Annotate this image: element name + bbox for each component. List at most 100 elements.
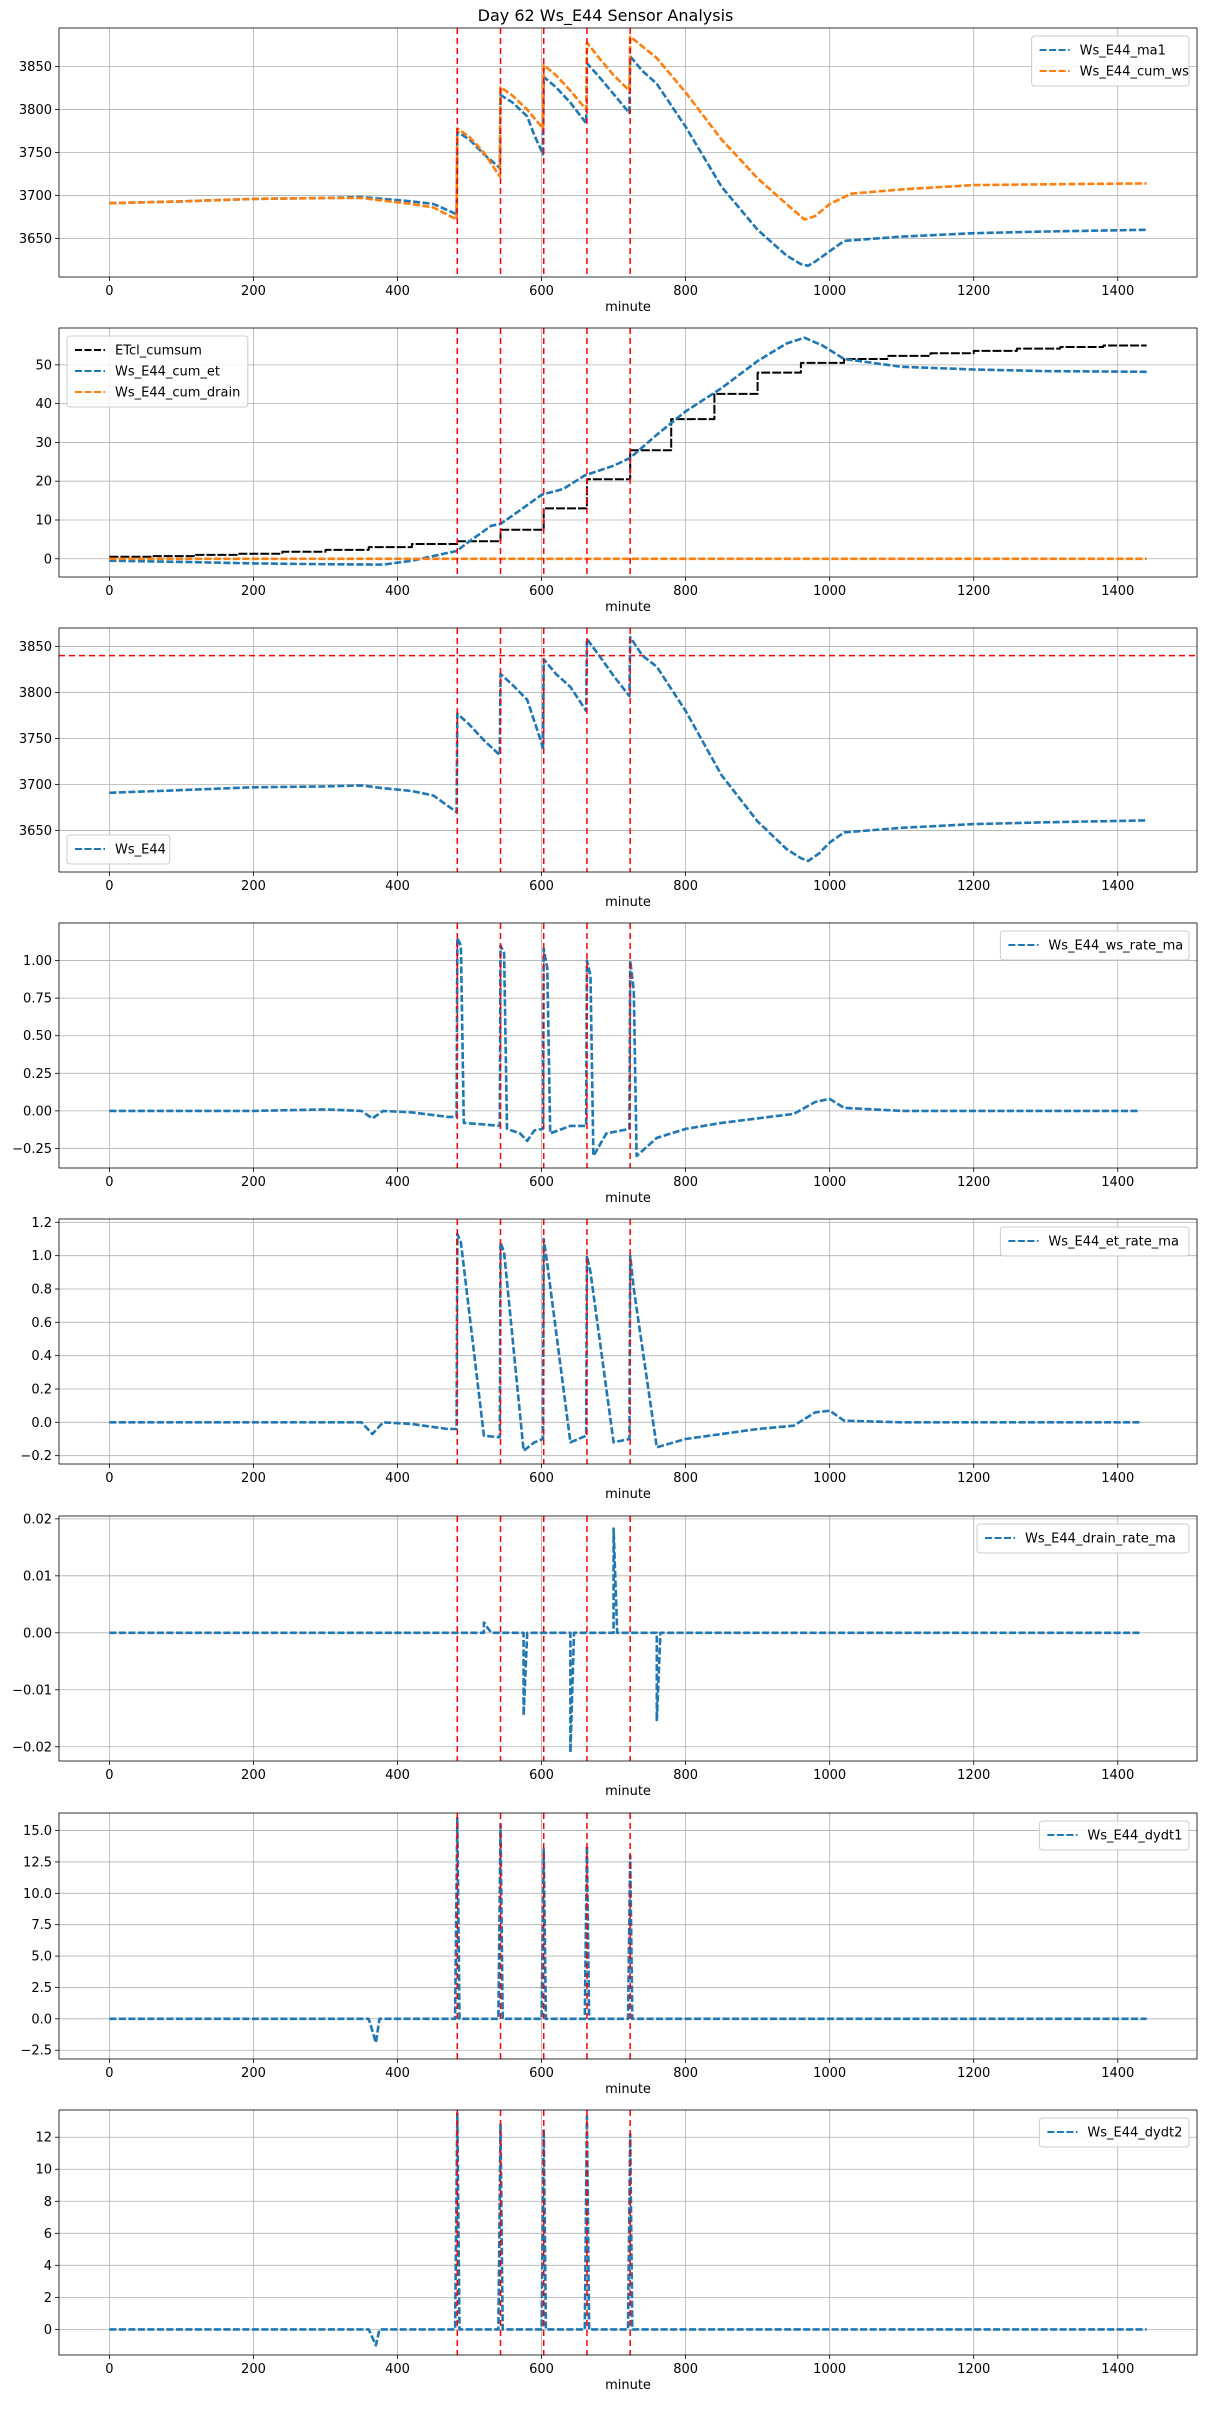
y-tick-label: −0.02 (12, 1740, 52, 1755)
x-tick-label: 800 (673, 584, 698, 599)
y-tick-label: 0.25 (23, 1067, 52, 1082)
legend: Ws_E44_et_rate_ma (999, 1226, 1190, 1257)
x-tick-label: 0 (105, 584, 113, 599)
x-tick-label: 1400 (1101, 1768, 1134, 1783)
x-axis-label: minute (605, 300, 651, 315)
x-tick-label: 1200 (957, 879, 990, 894)
y-tick-label: 0.00 (23, 1626, 52, 1641)
y-tick-label: 7.5 (31, 1918, 52, 1933)
y-tick-label: 5.0 (31, 1950, 52, 1965)
y-tick-label: 4 (44, 2259, 52, 2274)
plot-area (109, 1219, 1140, 1464)
subplot-4: 0 200 400 600 800 1000 1200 1400 −0.25 0.00 0.25 0.… (12, 922, 1198, 1206)
y-tick-label: 2 (44, 2291, 52, 2306)
x-tick-label: 800 (673, 2066, 698, 2081)
x-tick-label: 1000 (813, 1768, 846, 1783)
legend-box (976, 1523, 1190, 1554)
figure-title: Day 62 Ws_E44 Sensor Analysis (477, 6, 734, 25)
x-tick-label: 800 (673, 1768, 698, 1783)
y-tick-label: 20 (35, 475, 52, 490)
y-tick-label: 10.0 (23, 1887, 52, 1902)
x-tick-label: 200 (241, 1471, 266, 1486)
y-tick-label: 3800 (19, 103, 52, 118)
x-tick-label: 1400 (1101, 879, 1134, 894)
x-tick-label: 1000 (813, 1471, 846, 1486)
y-tick-label: 0.2 (31, 1383, 52, 1398)
x-axis-label: minute (605, 1784, 651, 1799)
y-tick-label: 0.75 (23, 992, 52, 1007)
x-tick-label: 1000 (813, 2362, 846, 2377)
legend-box (999, 1226, 1190, 1257)
y-tick-label: 0 (44, 552, 52, 567)
y-tick-label: 0.4 (31, 1349, 52, 1364)
x-tick-label: 400 (385, 584, 410, 599)
y-tick-label: 3850 (19, 640, 52, 655)
x-tick-label: 600 (529, 284, 554, 299)
series-line-Ws_E44_drain_rate_ma (109, 1527, 1140, 1754)
legend: ETcl_cumsum Ws_E44_cum_et Ws_E44_cum_drain (66, 335, 249, 408)
y-tick-label: 0 (44, 2323, 52, 2338)
legend-label: Ws_E44_cum_et (115, 365, 220, 380)
plot-area (109, 2110, 1147, 2355)
y-tick-label: 50 (35, 358, 52, 373)
x-tick-label: 1400 (1101, 1471, 1134, 1486)
y-tick-label: 10 (35, 2163, 52, 2178)
plot-area (109, 328, 1147, 577)
y-tick-label: 2.5 (31, 1981, 52, 1996)
x-tick-label: 0 (105, 879, 113, 894)
x-tick-label: 400 (385, 1768, 410, 1783)
subplot-3: 0 200 400 600 800 1000 1200 1400 3650 3700 3750 380… (19, 627, 1198, 910)
legend-box (1031, 35, 1190, 87)
x-tick-label: 0 (105, 284, 113, 299)
y-tick-label: 3800 (19, 686, 52, 701)
x-tick-label: 400 (385, 284, 410, 299)
legend: Ws_E44_drain_rate_ma (976, 1523, 1190, 1554)
x-tick-label: 600 (529, 879, 554, 894)
x-tick-label: 400 (385, 1175, 410, 1190)
legend: Ws_E44_dydt2 (1038, 2117, 1190, 2148)
y-tick-label: 3700 (19, 778, 52, 793)
series-line-Ws_E44_ma1 (109, 55, 1147, 268)
legend-label: Ws_E44_ws_rate_ma (1048, 939, 1183, 954)
x-tick-label: 1000 (813, 879, 846, 894)
y-tick-label: 15.0 (23, 1824, 52, 1839)
legend-box (66, 335, 249, 408)
x-tick-label: 1200 (957, 584, 990, 599)
y-tick-label: −0.01 (12, 1683, 52, 1698)
y-tick-label: 0.0 (31, 2012, 52, 2027)
x-tick-label: 400 (385, 2066, 410, 2081)
y-tick-label: 3850 (19, 60, 52, 75)
series-line-Ws_E44_dydt2 (109, 2111, 1147, 2347)
x-axis-label: minute (605, 2378, 651, 2393)
x-tick-label: 600 (529, 2362, 554, 2377)
subplot-5: 0 200 400 600 800 1000 1200 1400 −0.2 0.0 0.2 0.4 0.… (20, 1216, 1198, 1502)
series-line-ETcl_cumsum (109, 344, 1147, 558)
x-tick-label: 0 (105, 1175, 113, 1190)
y-tick-label: 0.00 (23, 1104, 52, 1119)
y-tick-label: 10 (35, 513, 52, 528)
x-tick-label: 400 (385, 2362, 410, 2377)
x-tick-label: 600 (529, 2066, 554, 2081)
x-tick-label: 200 (241, 1175, 266, 1190)
x-tick-label: 1400 (1101, 584, 1134, 599)
series-line-Ws_E44_cum_et (109, 336, 1147, 566)
x-tick-label: 800 (673, 284, 698, 299)
x-tick-label: 1000 (813, 284, 846, 299)
x-tick-label: 0 (105, 2066, 113, 2081)
y-tick-label: 0.0 (31, 1416, 52, 1431)
legend: Ws_E44_ma1 Ws_E44_cum_ws (1031, 35, 1190, 87)
x-tick-label: 200 (241, 1768, 266, 1783)
y-tick-label: 30 (35, 436, 52, 451)
subplot-7: 0 200 400 600 800 1000 1200 1400 −2.5 0.0 2.5 5.0 7.… (20, 1812, 1198, 2097)
x-tick-label: 800 (673, 1175, 698, 1190)
x-tick-label: 200 (241, 284, 266, 299)
x-tick-label: 1200 (957, 284, 990, 299)
legend-box (999, 930, 1190, 961)
legend: Ws_E44_dydt1 (1038, 1820, 1190, 1851)
y-tick-label: 1.2 (31, 1216, 52, 1231)
axes-frame (58, 327, 1198, 578)
y-tick-label: −0.25 (12, 1142, 52, 1157)
plot-area (109, 1516, 1140, 1761)
y-tick-label: 3750 (19, 146, 52, 161)
x-axis-label: minute (605, 1191, 651, 1206)
